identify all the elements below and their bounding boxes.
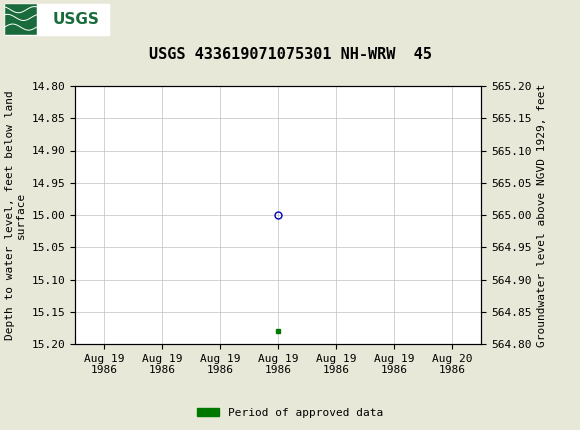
Y-axis label: Depth to water level, feet below land
surface: Depth to water level, feet below land su… [5, 90, 26, 340]
Text: USGS: USGS [52, 12, 99, 27]
FancyBboxPatch shape [5, 4, 37, 35]
Text: USGS 433619071075301 NH-WRW  45: USGS 433619071075301 NH-WRW 45 [148, 47, 432, 62]
FancyBboxPatch shape [5, 4, 109, 35]
Y-axis label: Groundwater level above NGVD 1929, feet: Groundwater level above NGVD 1929, feet [537, 83, 547, 347]
Legend: Period of approved data: Period of approved data [193, 403, 387, 422]
